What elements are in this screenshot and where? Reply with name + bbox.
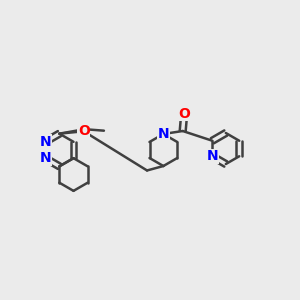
Text: N: N — [206, 149, 218, 163]
Text: O: O — [78, 124, 90, 138]
Text: N: N — [39, 135, 51, 149]
Text: N: N — [158, 127, 169, 141]
Text: O: O — [178, 107, 190, 121]
Text: N: N — [39, 151, 51, 165]
